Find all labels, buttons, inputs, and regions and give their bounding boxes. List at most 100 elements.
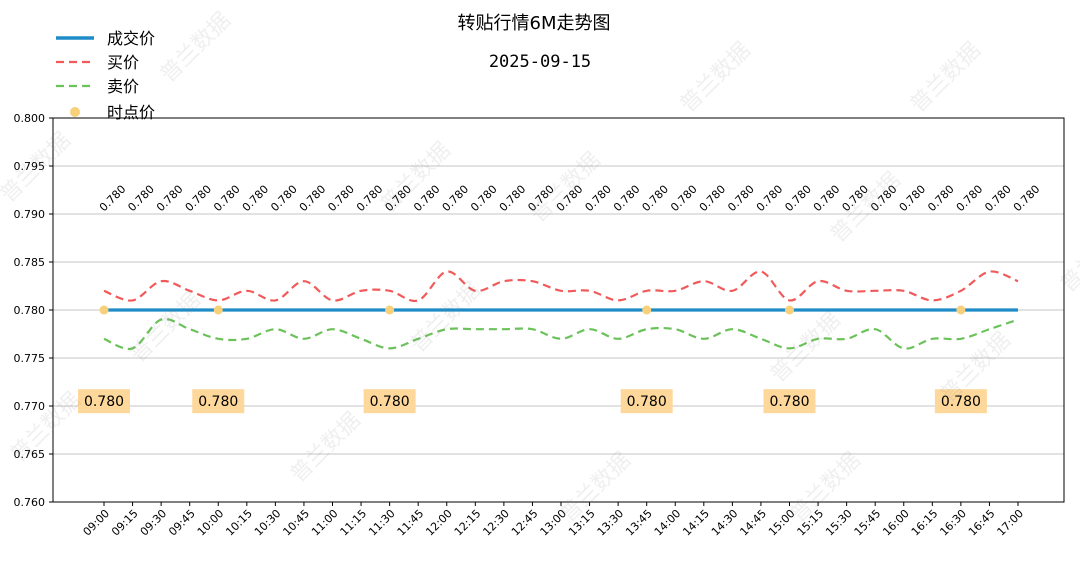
top-value-label: 0.780: [840, 183, 871, 214]
y-axis-ticks: 0.760 0.765 0.770 0.775 0.780 0.785 0.790 0.795…: [14, 112, 53, 509]
x-tick-label: 12:00: [423, 507, 455, 539]
x-tick-label: 11:00: [309, 507, 341, 539]
x-tick-label: 15:15: [795, 507, 827, 539]
x-tick-label: 11:30: [366, 507, 398, 539]
value-box: [763, 389, 816, 414]
marker-point: [785, 305, 794, 315]
x-tick-label: 09:30: [138, 507, 170, 539]
x-tick-label: 14:00: [652, 507, 684, 539]
x-tick-label: 12:15: [452, 507, 484, 539]
x-tick-label: 12:45: [509, 507, 541, 539]
top-value-label: 0.780: [383, 183, 414, 214]
x-tick-label: 11:45: [395, 507, 427, 539]
top-value-label: 0.780: [240, 183, 271, 214]
marker-point: [956, 305, 966, 315]
y-tick-label: 0.775: [14, 352, 46, 365]
marker-point: [642, 305, 652, 315]
chart-title: 转贴行情6M走势图: [458, 13, 611, 34]
x-tick-label: 09:45: [166, 507, 198, 539]
top-value-label: 0.780: [411, 183, 442, 214]
x-tick-label: 14:30: [709, 507, 741, 539]
value-box-label: 0.780: [370, 394, 410, 410]
x-tick-label: 16:15: [909, 507, 941, 539]
top-value-label: 0.780: [868, 183, 899, 214]
top-value-label: 0.780: [554, 183, 585, 214]
value-box: [363, 389, 416, 414]
legend-label: 时点价: [107, 103, 155, 122]
legend-marker: [70, 107, 80, 117]
marker-point: [385, 305, 395, 315]
top-value-label: 0.780: [183, 183, 214, 214]
x-axis-ticks: 09:0009:1509:3009:4510:0010:1510:3010:45…: [81, 502, 1027, 539]
x-tick-label: 10:30: [252, 507, 284, 539]
top-value-label: 0.780: [925, 183, 956, 214]
y-tick-label: 0.770: [14, 400, 46, 413]
chart-subtitle: 2025-09-15: [489, 52, 591, 72]
x-tick-label: 10:15: [223, 507, 255, 539]
legend-label: 成交价: [107, 29, 155, 48]
top-value-label: 0.780: [1011, 183, 1042, 214]
x-tick-label: 16:30: [937, 507, 969, 539]
top-value-label: 0.780: [611, 183, 642, 214]
marker-point: [213, 305, 223, 315]
x-tick-label: 12:30: [480, 507, 512, 539]
x-tick-label: 13:45: [623, 507, 655, 539]
x-tick-label: 10:00: [195, 507, 227, 539]
x-tick-label: 14:15: [680, 507, 712, 539]
top-value-label: 0.780: [211, 183, 242, 214]
value-box: [192, 389, 245, 414]
top-value-label: 0.780: [354, 183, 385, 214]
legend-label: 买价: [107, 53, 139, 72]
top-value-labels: 0.7800.7800.7800.7800.7800.7800.7800.780…: [97, 183, 1042, 214]
top-value-label: 0.780: [154, 183, 185, 214]
x-tick-label: 14:45: [737, 507, 769, 539]
legend-label: 卖价: [107, 77, 139, 96]
value-box: [620, 389, 673, 414]
y-tick-label: 0.800: [14, 112, 46, 125]
x-tick-label: 10:45: [280, 507, 312, 539]
x-tick-label: 13:00: [538, 507, 570, 539]
value-box: [78, 389, 130, 414]
value-box: [934, 389, 987, 414]
series-line: [103, 270, 1019, 303]
top-value-label: 0.780: [525, 183, 556, 214]
top-value-label: 0.780: [125, 183, 156, 214]
marker-points: [99, 305, 966, 315]
value-box-label: 0.780: [198, 394, 238, 410]
y-tick-label: 0.765: [14, 448, 46, 461]
top-value-label: 0.780: [754, 183, 785, 214]
x-tick-label: 17:00: [995, 507, 1027, 539]
y-tick-label: 0.790: [14, 208, 46, 221]
x-tick-label: 11:15: [338, 507, 370, 539]
top-value-label: 0.780: [954, 183, 985, 214]
top-value-label: 0.780: [268, 183, 299, 214]
x-tick-label: 16:45: [966, 507, 998, 539]
top-value-label: 0.780: [297, 183, 328, 214]
x-tick-label: 15:00: [766, 507, 798, 539]
top-value-label: 0.780: [811, 183, 842, 214]
value-box-label: 0.780: [84, 394, 124, 410]
y-tick-label: 0.780: [14, 304, 46, 317]
series-lines: [103, 270, 1019, 351]
value-box-label: 0.780: [627, 394, 667, 410]
x-tick-label: 16:00: [880, 507, 912, 539]
x-tick-label: 09:15: [109, 507, 141, 539]
y-tick-label: 0.760: [14, 496, 46, 509]
marker-point: [99, 305, 109, 315]
x-tick-label: 15:30: [823, 507, 855, 539]
x-tick-label: 13:30: [595, 507, 627, 539]
value-box-label: 0.780: [941, 394, 981, 410]
top-value-label: 0.780: [725, 183, 756, 214]
top-value-label: 0.780: [97, 183, 128, 214]
box-value-labels: 0.780 0.780 0.780 0.780 0.780 0.780: [78, 389, 987, 414]
top-value-label: 0.780: [697, 183, 728, 214]
x-tick-label: 09:00: [81, 507, 113, 539]
top-value-label: 0.780: [325, 183, 356, 214]
y-tick-label: 0.795: [14, 160, 46, 173]
series-line: [103, 317, 1019, 351]
top-value-label: 0.780: [668, 183, 699, 214]
x-tick-label: 15:45: [852, 507, 884, 539]
x-tick-label: 13:15: [566, 507, 598, 539]
